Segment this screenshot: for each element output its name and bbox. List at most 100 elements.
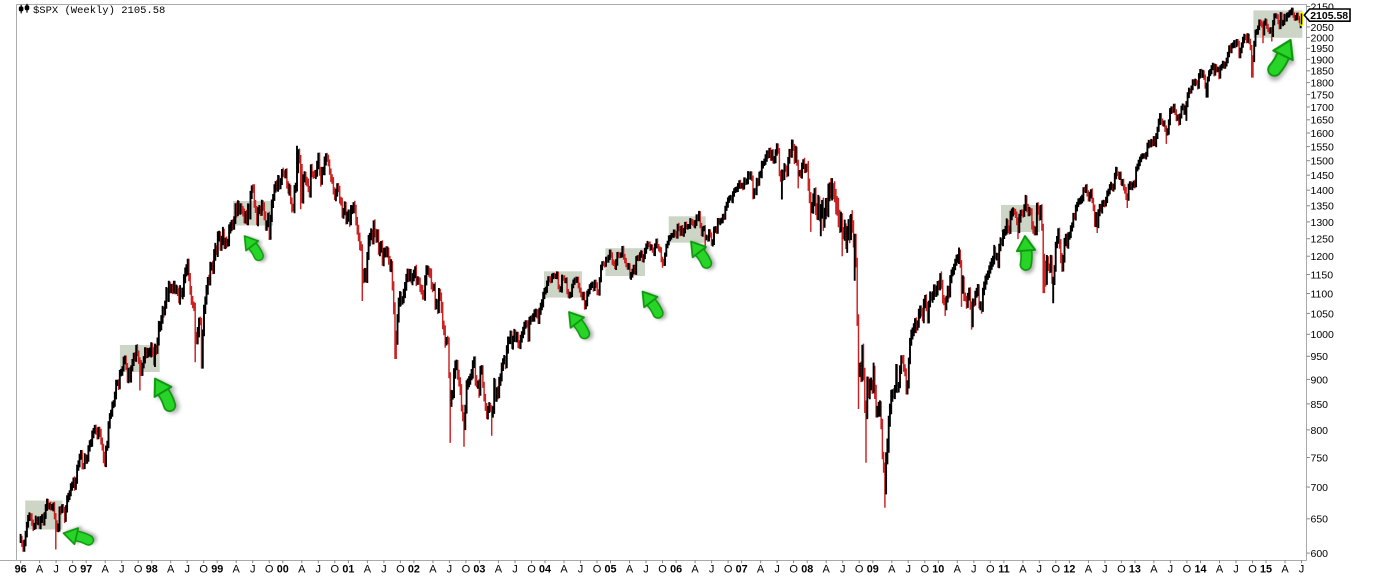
svg-text:O: O <box>68 564 77 576</box>
svg-text:1900: 1900 <box>1311 54 1335 66</box>
svg-text:O: O <box>1183 564 1192 576</box>
svg-text:J: J <box>1168 564 1174 576</box>
svg-text:J: J <box>1233 564 1239 576</box>
svg-text:A: A <box>954 564 962 576</box>
svg-text:A: A <box>560 564 568 576</box>
svg-text:A: A <box>1085 564 1093 576</box>
svg-text:O: O <box>462 564 471 576</box>
svg-text:O: O <box>855 564 864 576</box>
svg-text:750: 750 <box>1311 452 1329 464</box>
svg-text:A: A <box>429 564 437 576</box>
svg-text:J: J <box>119 564 125 576</box>
svg-text:A: A <box>823 564 831 576</box>
svg-text:A: A <box>298 564 306 576</box>
svg-text:01: 01 <box>342 564 354 576</box>
svg-text:14: 14 <box>1194 564 1206 576</box>
svg-text:1200: 1200 <box>1311 251 1335 263</box>
svg-text:J: J <box>316 564 322 576</box>
svg-text:1450: 1450 <box>1311 170 1335 182</box>
svg-text:950: 950 <box>1311 351 1329 363</box>
svg-text:O: O <box>921 564 930 576</box>
svg-text:1550: 1550 <box>1311 142 1335 154</box>
svg-text:A: A <box>757 564 765 576</box>
svg-text:J: J <box>774 564 780 576</box>
svg-text:J: J <box>1102 564 1108 576</box>
svg-text:J: J <box>709 564 715 576</box>
svg-text:15: 15 <box>1260 564 1272 576</box>
svg-text:A: A <box>888 564 896 576</box>
svg-text:09: 09 <box>867 564 879 576</box>
svg-text:A: A <box>167 564 175 576</box>
svg-text:00: 00 <box>277 564 289 576</box>
svg-text:2105.58: 2105.58 <box>1310 10 1348 22</box>
svg-text:12: 12 <box>1063 564 1075 576</box>
svg-text:04: 04 <box>539 564 551 576</box>
svg-text:97: 97 <box>80 564 92 576</box>
svg-text:2050: 2050 <box>1311 22 1335 34</box>
svg-text:1800: 1800 <box>1311 78 1335 90</box>
svg-text:O: O <box>1248 564 1257 576</box>
svg-text:A: A <box>233 564 241 576</box>
svg-text:850: 850 <box>1311 399 1329 411</box>
svg-text:J: J <box>971 564 977 576</box>
svg-text:O: O <box>134 564 143 576</box>
svg-text:A: A <box>1216 564 1224 576</box>
svg-text:O: O <box>658 564 667 576</box>
svg-text:O: O <box>593 564 602 576</box>
svg-text:600: 600 <box>1311 548 1329 560</box>
svg-text:08: 08 <box>801 564 813 576</box>
svg-text:1850: 1850 <box>1311 66 1335 78</box>
svg-text:J: J <box>578 564 584 576</box>
svg-text:J: J <box>53 564 59 576</box>
svg-text:O: O <box>265 564 274 576</box>
svg-text:99: 99 <box>211 564 223 576</box>
svg-text:O: O <box>527 564 536 576</box>
svg-text:A: A <box>364 564 372 576</box>
svg-text:J: J <box>447 564 453 576</box>
svg-text:A: A <box>36 564 44 576</box>
svg-text:700: 700 <box>1311 482 1329 494</box>
svg-text:A: A <box>1281 564 1289 576</box>
svg-text:$SPX (Weekly) 2105.58: $SPX (Weekly) 2105.58 <box>33 5 165 17</box>
svg-text:1250: 1250 <box>1311 234 1335 246</box>
svg-text:1150: 1150 <box>1311 269 1334 281</box>
svg-text:O: O <box>1117 564 1126 576</box>
svg-text:J: J <box>905 564 911 576</box>
svg-text:1650: 1650 <box>1311 115 1335 127</box>
svg-text:A: A <box>1019 564 1027 576</box>
svg-text:A: A <box>691 564 699 576</box>
svg-text:1100: 1100 <box>1311 288 1334 300</box>
svg-text:O: O <box>789 564 798 576</box>
svg-text:05: 05 <box>604 564 616 576</box>
svg-text:A: A <box>495 564 503 576</box>
svg-text:J: J <box>1299 564 1305 576</box>
svg-text:O: O <box>199 564 208 576</box>
svg-text:A: A <box>102 564 110 576</box>
svg-text:J: J <box>1037 564 1043 576</box>
svg-text:98: 98 <box>146 564 158 576</box>
svg-text:1350: 1350 <box>1311 201 1335 213</box>
svg-text:1750: 1750 <box>1311 90 1335 102</box>
svg-text:O: O <box>331 564 340 576</box>
svg-text:1700: 1700 <box>1311 102 1335 114</box>
svg-text:O: O <box>986 564 995 576</box>
svg-text:A: A <box>626 564 634 576</box>
svg-text:J: J <box>643 564 649 576</box>
svg-text:1300: 1300 <box>1311 217 1335 229</box>
svg-text:1050: 1050 <box>1311 308 1335 320</box>
svg-text:J: J <box>512 564 518 576</box>
svg-text:A: A <box>1150 564 1158 576</box>
svg-text:O: O <box>724 564 733 576</box>
svg-text:1500: 1500 <box>1311 156 1335 168</box>
svg-text:O: O <box>396 564 405 576</box>
svg-text:07: 07 <box>736 564 748 576</box>
svg-text:1600: 1600 <box>1311 128 1335 140</box>
svg-text:2000: 2000 <box>1311 32 1335 44</box>
svg-text:O: O <box>1052 564 1061 576</box>
svg-text:06: 06 <box>670 564 682 576</box>
svg-text:96: 96 <box>15 564 27 576</box>
svg-text:J: J <box>381 564 387 576</box>
svg-text:11: 11 <box>998 564 1009 576</box>
svg-text:650: 650 <box>1311 514 1329 526</box>
svg-text:13: 13 <box>1129 564 1141 576</box>
